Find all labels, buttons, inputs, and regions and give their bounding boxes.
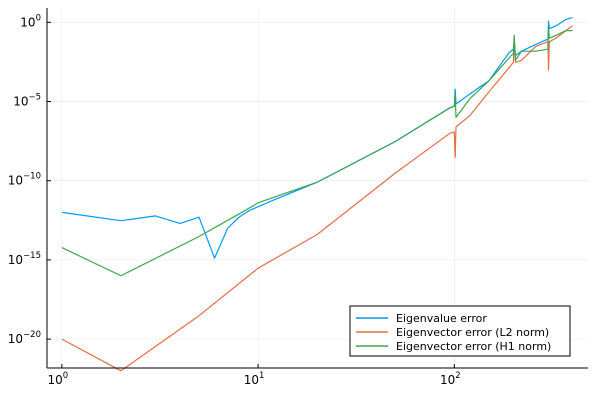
x-tick-label: 101 bbox=[244, 371, 265, 387]
x-tick-label: 102 bbox=[440, 371, 461, 387]
y-tick-label: 10−5 bbox=[13, 93, 41, 109]
series-line-2 bbox=[61, 25, 573, 372]
grid bbox=[47, 8, 588, 368]
series-layer bbox=[61, 16, 573, 372]
legend-label-3: Eigenvector error (H1 norm) bbox=[396, 340, 551, 353]
y-tick-label: 100 bbox=[20, 13, 41, 29]
y-tick-label: 10−15 bbox=[8, 251, 41, 267]
legend-label-2: Eigenvector error (L2 norm) bbox=[396, 326, 549, 339]
legend-label-1: Eigenvalue error bbox=[396, 312, 487, 325]
series-line-3 bbox=[61, 26, 573, 277]
axes bbox=[46, 8, 588, 369]
y-tick-label: 10−10 bbox=[8, 172, 41, 188]
legend-box bbox=[349, 305, 571, 357]
y-tick-label: 10−20 bbox=[8, 330, 41, 346]
x-tick-label: 100 bbox=[48, 371, 69, 387]
tick-labels: 100 101 102 100 10−5 10−10 10−15 10−20 bbox=[8, 13, 461, 387]
series-line-1 bbox=[61, 16, 573, 259]
